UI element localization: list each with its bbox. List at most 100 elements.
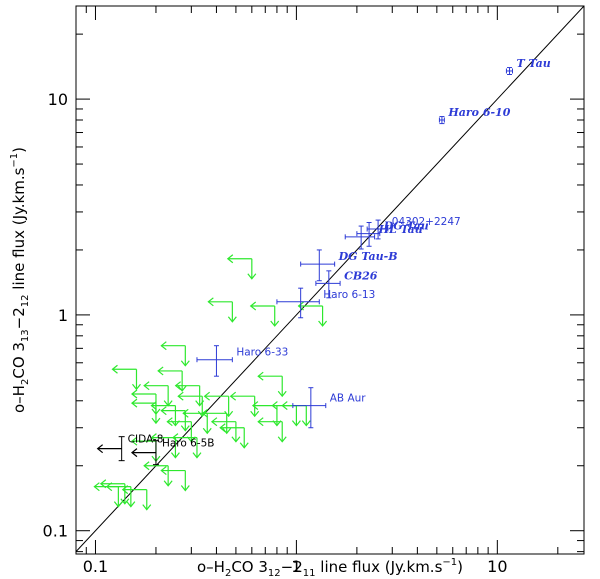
upper-limit-arrowhead-down: [222, 427, 232, 435]
upper-limit-arrowhead-left: [130, 436, 138, 446]
y-axis-label-part-0: o–H: [10, 385, 28, 413]
upper-limit-arrowhead-down: [301, 420, 311, 427]
upper-limit-arrowhead-down: [132, 383, 141, 391]
plot-frame: [75, 5, 585, 555]
x-axis-label-part-1: 2: [225, 568, 231, 579]
upper-limit-arrowhead-down: [277, 436, 287, 443]
upper-limit-point: [174, 381, 205, 407]
black-limit-label: Haro 6-5B: [162, 438, 215, 450]
detection-point: DG Tau-B: [300, 249, 398, 282]
upper-limit-arrowhead-down: [120, 498, 130, 505]
upper-limit-point: [160, 406, 190, 432]
y-axis-label-part-5: 12: [20, 294, 31, 307]
y-tick-label: 10: [48, 90, 68, 109]
upper-limit-arrowhead-left: [249, 301, 257, 311]
upper-limit-arrowhead-left: [93, 482, 100, 492]
upper-limit-arrowhead-down: [202, 427, 212, 435]
x-axis-label-part-3: 12: [268, 568, 281, 579]
upper-limit-point: [160, 341, 190, 367]
upper-limit-arrowhead-down: [142, 504, 152, 511]
black-limit-arrowhead: [96, 444, 104, 454]
upper-limit-arrowhead-down: [227, 316, 237, 323]
y-axis-label-part-6: line flux (Jy.km.s: [10, 167, 28, 294]
upper-limit-arrowhead-left: [219, 423, 226, 433]
upper-limit-point: [166, 417, 196, 443]
upper-limit-arrowhead-down: [151, 417, 161, 425]
upper-limit-point: [201, 408, 232, 435]
upper-limit-arrowhead-down: [186, 436, 196, 443]
x-axis-label-part-0: o–H: [197, 558, 225, 576]
detection-label: DG Tau: [383, 220, 429, 233]
x-axis-label: o–H2CO 312−211 line flux (Jy.km.s−1): [197, 557, 463, 579]
upper-limit-arrowhead-left: [111, 364, 118, 374]
detection-label: Haro 6-10: [447, 106, 510, 119]
upper-limit-arrowhead-down: [180, 425, 190, 432]
upper-limit-arrowhead-left: [251, 401, 259, 411]
y-axis-label-part-8: ): [10, 147, 28, 153]
upper-limit-arrowhead-down: [177, 385, 187, 392]
upper-limit-arrowhead-left: [229, 391, 237, 401]
upper-limit-arrowhead-left: [150, 401, 157, 411]
upper-limit-arrowhead-down: [291, 420, 301, 427]
upper-limit-arrowhead-down: [270, 320, 280, 327]
upper-limit-point: [257, 417, 287, 443]
upper-limit-arrowhead-left: [281, 401, 288, 411]
upper-limit-arrowhead-left: [160, 466, 167, 476]
upper-limit-arrowhead-left: [201, 408, 209, 418]
upper-limit-point: [210, 417, 241, 443]
detection-point: AB Aur: [292, 387, 367, 429]
upper-limit-arrowhead-left: [130, 398, 138, 408]
upper-limit-arrowhead-down: [250, 410, 260, 418]
upper-limit-arrowhead-left: [203, 391, 211, 401]
upper-limit-arrowhead-left: [143, 461, 150, 471]
upper-limit-point: [172, 433, 202, 459]
upper-limit-arrowhead-down: [113, 501, 123, 508]
tick-labels: 0.1 1 10 0.1 1 10: [43, 90, 508, 576]
upper-limit-point: [143, 461, 173, 487]
x-tick-label: 10: [487, 557, 507, 576]
upper-limit-point: [257, 371, 287, 398]
upper-limit-arrowhead-left: [174, 381, 182, 391]
upper-limit-point: [177, 391, 207, 418]
upper-limit-arrowhead-left: [121, 485, 129, 495]
x-axis-label-part-4: −2: [281, 558, 303, 576]
detection-point: T Tau: [505, 57, 551, 76]
one-to-one-line: [76, 6, 584, 552]
upper-limit-arrowhead-left: [105, 482, 113, 492]
upper-limit-arrowhead-down: [239, 442, 249, 449]
x-axis-label-part-6: line flux (Jy.km.s: [316, 558, 443, 576]
detection-label: AB Aur: [330, 393, 367, 405]
upper-limit-arrowhead-left: [207, 297, 214, 307]
y-axis-label-part-1: 2: [20, 379, 31, 385]
detection-label: DG Tau-B: [338, 250, 398, 263]
upper-limit-point: [130, 398, 161, 425]
upper-limit-point: [297, 301, 328, 327]
y-axis-label-part-2: CO 3: [10, 342, 28, 379]
detection-point: HL Tau: [344, 223, 423, 250]
upper-limit-arrowhead-left: [226, 254, 234, 264]
y-axis-label-part-3: 13: [20, 329, 31, 342]
upper-limit-arrowhead-left: [257, 417, 264, 427]
black-limit-arrowhead: [130, 448, 138, 458]
upper-limit-arrowhead-left: [166, 417, 173, 427]
upper-limit-arrowhead-down: [163, 480, 173, 487]
detection-point: Haro 6-10: [438, 106, 511, 125]
upper-limit-arrowhead-down: [170, 452, 180, 459]
upper-limit-arrowhead-left: [210, 417, 218, 427]
upper-limit-arrowhead-down: [277, 390, 287, 398]
upper-limit-arrowhead-left: [297, 301, 304, 311]
upper-limit-point: [111, 364, 141, 391]
upper-limit-arrowhead-down: [318, 320, 328, 327]
y-axis-label-part-4: −2: [10, 307, 28, 329]
detection-point: 04302+2247: [366, 216, 461, 240]
upper-limit-arrowhead-down: [247, 273, 257, 280]
upper-limit-arrowhead-down: [180, 360, 190, 367]
upper-limit-arrowhead-left: [143, 381, 150, 391]
black-limit-label: CIDA-8: [128, 434, 164, 446]
upper-limit-point: [207, 297, 237, 323]
upper-limit-arrowhead-left: [160, 406, 167, 416]
upper-limit-arrowhead-left: [172, 433, 179, 443]
upper-limit-point: [121, 485, 152, 511]
upper-limit-arrowhead-left: [257, 371, 264, 381]
